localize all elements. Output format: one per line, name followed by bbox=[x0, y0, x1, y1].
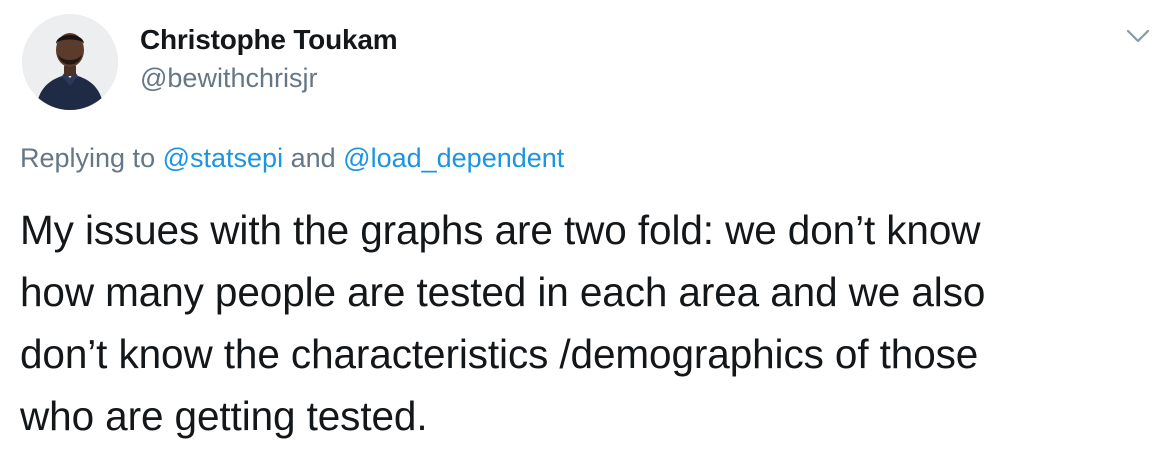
replying-to-label: Replying to bbox=[20, 143, 156, 173]
tweet-text-line: who are getting tested. bbox=[20, 393, 428, 439]
tweet-text-line: My issues with the graphs are two fold: … bbox=[20, 207, 981, 253]
chevron-down-icon[interactable] bbox=[1123, 24, 1153, 48]
mention-link-statsepi[interactable]: @statsepi bbox=[162, 143, 284, 173]
user-avatar-icon bbox=[22, 14, 118, 110]
replying-to-joiner: and bbox=[290, 143, 336, 173]
author-display-name[interactable]: Christophe Toukam bbox=[140, 24, 398, 55]
mention-link-load-dependent[interactable]: @load_dependent bbox=[343, 143, 565, 173]
tweet-text-line: don’t know the characteristics /demograp… bbox=[20, 331, 979, 377]
author-handle[interactable]: @bewithchrisjr bbox=[140, 63, 318, 93]
tweet-text-line: how many people are tested in each area … bbox=[20, 269, 986, 315]
replying-to-line: Replying to @statsepi and @load_dependen… bbox=[20, 143, 564, 174]
avatar[interactable] bbox=[22, 14, 118, 110]
tweet-text: My issues with the graphs are two fold: … bbox=[20, 199, 1150, 447]
